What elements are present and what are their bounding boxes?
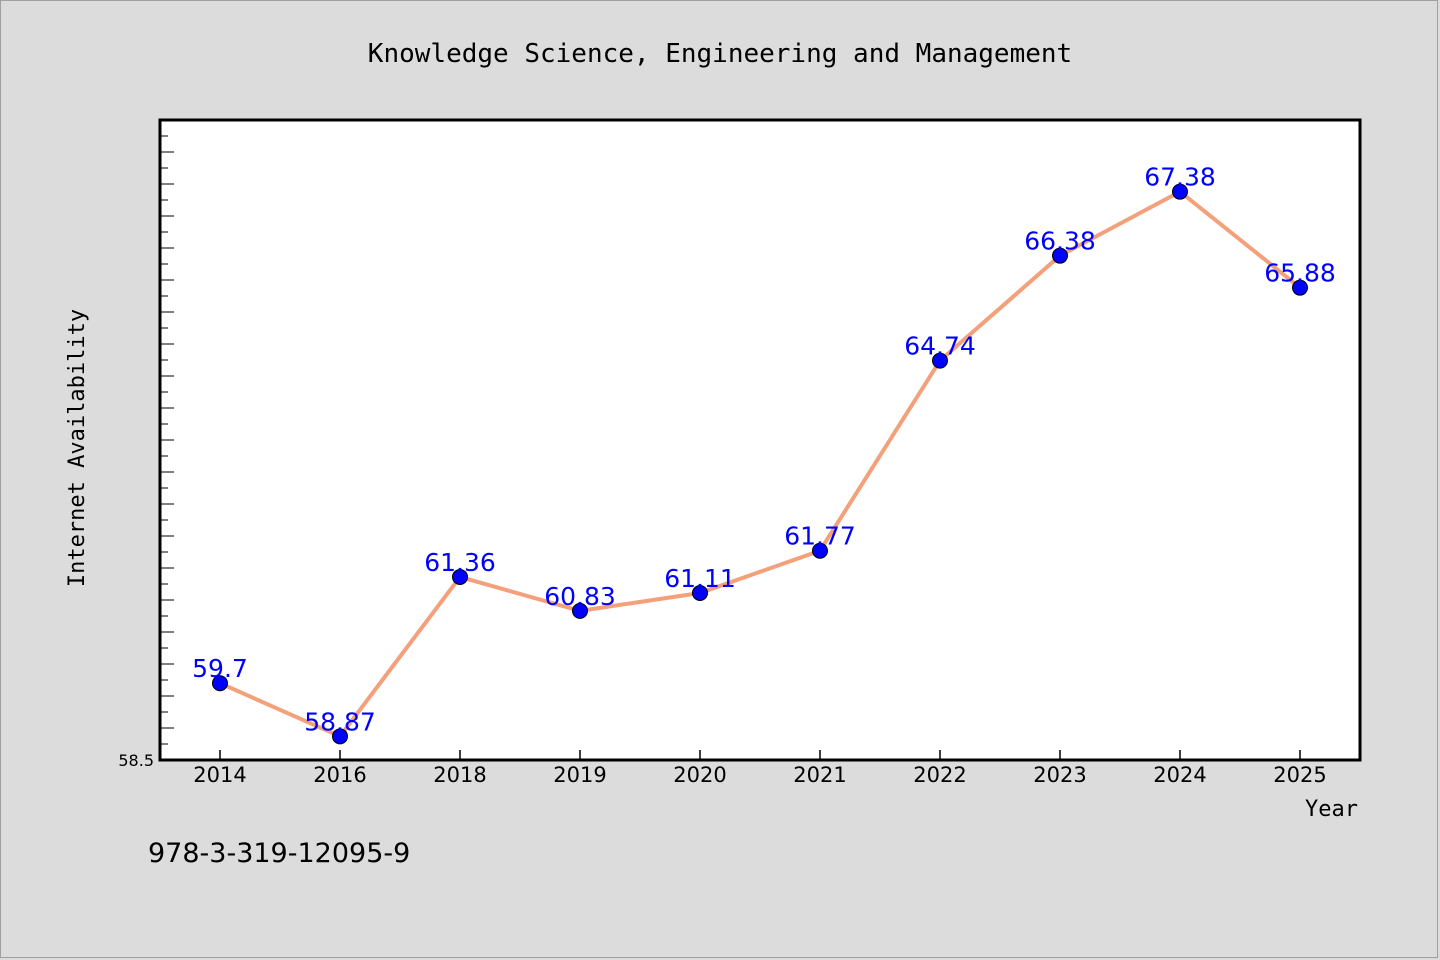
x-tick-label: 2019 — [553, 763, 606, 787]
data-point — [1292, 279, 1308, 296]
data-point — [812, 542, 828, 559]
x-tick-label: 2020 — [673, 763, 726, 787]
data-label: 61.36 — [424, 548, 496, 577]
data-label: 60.83 — [544, 582, 616, 611]
x-tick-label: 2018 — [433, 763, 486, 787]
x-tick-label: 2021 — [793, 763, 846, 787]
data-point — [932, 352, 948, 369]
series-line — [219, 189, 1302, 739]
data-point — [332, 728, 348, 745]
data-point — [572, 602, 588, 619]
data-label: 58.87 — [304, 707, 376, 736]
data-point — [692, 584, 708, 601]
chart-title: Knowledge Science, Engineering and Manag… — [368, 39, 1072, 69]
y-axis-title: Internet Availability — [65, 309, 90, 587]
series-data-labels: 59.7 58.87 61.36 60.83 61.11 61.77 64.74 66.38 6… — [192, 163, 1336, 737]
data-label: 65.88 — [1264, 259, 1336, 288]
x-axis-title: Year — [1305, 797, 1358, 822]
x-axis-tick-labels: 2014 2016 2018 2019 2020 2021 2022 2023 2024 2025 — [193, 763, 1326, 787]
data-point — [1172, 183, 1188, 200]
x-tick-label: 2023 — [1033, 763, 1086, 787]
y-axis-ticks — [160, 135, 174, 745]
x-tick-label: 2025 — [1273, 763, 1326, 787]
data-point — [1052, 247, 1068, 264]
data-label: 61.11 — [664, 564, 736, 593]
data-label: 67.38 — [1144, 163, 1216, 192]
data-label: 64.74 — [904, 332, 976, 361]
x-tick-label: 2016 — [313, 763, 366, 787]
data-point — [212, 675, 228, 692]
x-tick-label: 2022 — [913, 763, 966, 787]
plot-area — [158, 118, 1362, 762]
y-axis-min-label: 58.5 — [118, 751, 154, 770]
data-point — [452, 568, 468, 585]
x-tick-label: 2014 — [193, 763, 246, 787]
isbn-footer: 978-3-319-12095-9 — [148, 838, 410, 869]
data-label: 66.38 — [1024, 227, 1096, 256]
data-label: 59.7 — [192, 654, 248, 683]
x-axis-ticks — [219, 750, 1301, 760]
series-markers — [212, 183, 1308, 745]
data-label: 61.77 — [784, 522, 856, 551]
x-tick-label: 2024 — [1153, 763, 1206, 787]
